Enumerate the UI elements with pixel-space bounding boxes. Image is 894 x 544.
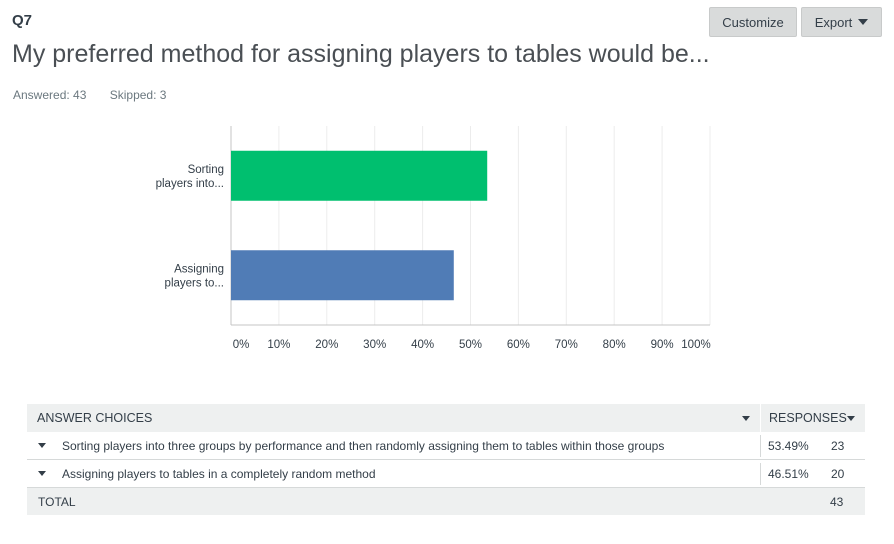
answer-count: 20 <box>831 466 845 481</box>
table-row: Sorting players into three groups by per… <box>27 432 865 460</box>
cell-divider <box>760 463 761 485</box>
x-tick-label: 0% <box>233 339 250 351</box>
customize-button[interactable]: Customize <box>709 7 797 37</box>
category-label: Assigning players to... <box>165 263 224 289</box>
x-tick-label: 80% <box>603 339 626 351</box>
answer-percent: 53.49% <box>768 438 809 453</box>
expand-row-icon[interactable] <box>38 432 46 459</box>
header-answer-choices[interactable]: ANSWER CHOICES <box>37 411 153 425</box>
answer-label: Sorting players into three groups by per… <box>62 438 665 453</box>
x-tick-label: 60% <box>507 339 530 351</box>
response-summary: Answered: 43 Skipped: 3 <box>13 88 186 102</box>
header-divider <box>760 404 761 432</box>
sort-responses-icon[interactable] <box>847 404 855 432</box>
chevron-down-icon <box>858 19 869 25</box>
answer-percent: 46.51% <box>768 466 809 481</box>
sort-answer-icon[interactable] <box>742 404 750 432</box>
bar <box>231 250 454 301</box>
customize-label: Customize <box>722 14 784 30</box>
bar-chart: Sorting players into... Assigning players t… <box>156 126 711 351</box>
table-header: ANSWER CHOICES RESPONSES <box>27 404 865 432</box>
export-label: Export <box>814 14 853 30</box>
answer-table: ANSWER CHOICES RESPONSES Sorting players… <box>27 404 865 515</box>
x-tick-label: 40% <box>411 339 434 351</box>
x-tick-label: 10% <box>267 339 290 351</box>
answered-count: Answered: 43 <box>13 88 87 102</box>
x-tick-label: 90% <box>651 339 674 351</box>
table-row: Assigning players to tables in a complet… <box>27 460 865 488</box>
x-tick-label: 20% <box>315 339 338 351</box>
total-label: TOTAL <box>38 494 76 509</box>
bar <box>231 150 488 201</box>
cell-divider <box>760 435 761 457</box>
question-number: Q7 <box>12 12 33 29</box>
question-title: My preferred method for assigning player… <box>12 40 710 68</box>
x-tick-label: 30% <box>363 339 386 351</box>
x-tick-label: 100% <box>681 339 710 351</box>
total-count: 43 <box>830 494 844 509</box>
skipped-count: Skipped: 3 <box>109 88 167 102</box>
expand-row-icon[interactable] <box>38 460 46 487</box>
x-tick-label: 50% <box>459 339 482 351</box>
x-tick-label: 70% <box>555 339 578 351</box>
category-label: Sorting players into... <box>156 164 224 190</box>
export-button[interactable]: Export <box>801 7 882 37</box>
table-total-row: TOTAL 43 <box>27 488 865 515</box>
header-responses[interactable]: RESPONSES <box>769 411 847 425</box>
answer-count: 23 <box>831 438 845 453</box>
answer-label: Assigning players to tables in a complet… <box>62 466 376 481</box>
